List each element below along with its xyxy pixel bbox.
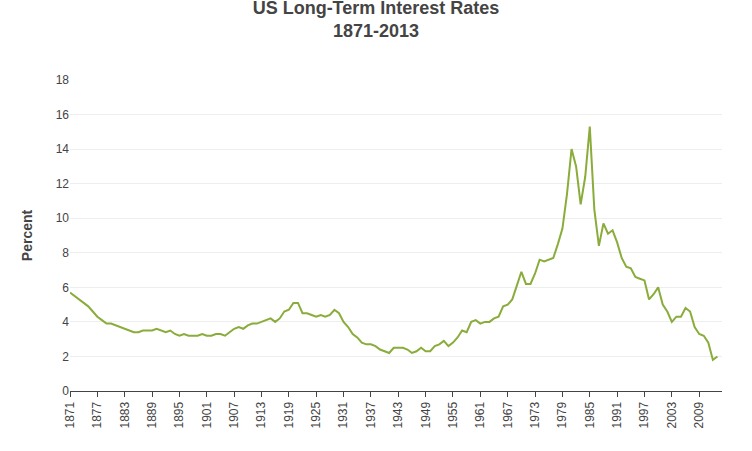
svg-text:1985: 1985 xyxy=(583,401,597,428)
svg-text:16: 16 xyxy=(56,108,70,122)
svg-text:1871: 1871 xyxy=(63,401,77,428)
svg-text:18: 18 xyxy=(56,73,70,87)
svg-text:1997: 1997 xyxy=(637,401,651,428)
svg-text:1967: 1967 xyxy=(501,401,515,428)
svg-text:1943: 1943 xyxy=(391,401,405,428)
svg-text:1901: 1901 xyxy=(200,401,214,428)
svg-text:1913: 1913 xyxy=(254,401,268,428)
svg-text:1979: 1979 xyxy=(555,401,569,428)
svg-text:1937: 1937 xyxy=(364,401,378,428)
svg-text:1931: 1931 xyxy=(336,401,350,428)
svg-text:1973: 1973 xyxy=(528,401,542,428)
svg-text:1883: 1883 xyxy=(118,401,132,428)
svg-text:1991: 1991 xyxy=(610,401,624,428)
svg-text:2: 2 xyxy=(62,350,69,364)
svg-text:2003: 2003 xyxy=(665,401,679,428)
svg-text:1955: 1955 xyxy=(446,401,460,428)
svg-text:10: 10 xyxy=(56,211,70,225)
svg-text:0: 0 xyxy=(62,384,69,398)
svg-text:1877: 1877 xyxy=(90,401,104,428)
svg-text:14: 14 xyxy=(56,142,70,156)
svg-text:Percent: Percent xyxy=(19,209,35,261)
svg-text:6: 6 xyxy=(62,281,69,295)
svg-text:1949: 1949 xyxy=(419,401,433,428)
svg-text:1907: 1907 xyxy=(227,401,241,428)
svg-text:1889: 1889 xyxy=(145,401,159,428)
svg-text:US Long-Term Interest Rates187: US Long-Term Interest Rates1871-2013 xyxy=(253,0,500,41)
svg-text:1961: 1961 xyxy=(473,401,487,428)
svg-text:1895: 1895 xyxy=(172,401,186,428)
svg-text:1925: 1925 xyxy=(309,401,323,428)
svg-text:4: 4 xyxy=(62,315,69,329)
svg-text:8: 8 xyxy=(62,246,69,260)
svg-text:2009: 2009 xyxy=(692,401,706,428)
svg-text:12: 12 xyxy=(56,177,70,191)
svg-text:1919: 1919 xyxy=(282,401,296,428)
